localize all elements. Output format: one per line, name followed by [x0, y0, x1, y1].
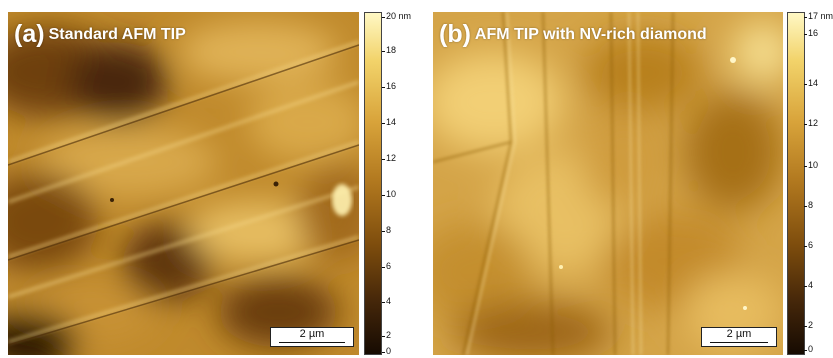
colorbar-a-tick: 8 [381, 225, 392, 235]
afm-height-map-b [433, 12, 783, 355]
colorbar-b-tick: 12 [803, 118, 819, 128]
height-colorbar-b [787, 12, 805, 355]
panel-title-b: AFM TIP with NV-rich diamond [474, 25, 707, 43]
colorbar-a-tick: 0 [381, 346, 392, 356]
panel-letter-b: (b) [439, 20, 471, 48]
afm-image-panel-b: (b) AFM TIP with NV-rich diamond 2 µm [433, 12, 783, 355]
colorbar-a-tick: 10 [381, 189, 397, 199]
afm-image-panel-a: (a) Standard AFM TIP 2 µm [8, 12, 359, 355]
colorbar-b-tick: 8 [803, 200, 814, 210]
colorbar-a-tick: 18 [381, 45, 397, 55]
colorbar-a-tick: 2 [381, 330, 392, 340]
colorbar-a-tick: 14 [381, 117, 397, 127]
colorbar-b-tick: 6 [803, 240, 814, 250]
scale-bar-label-b: 2 µm [726, 328, 752, 340]
scale-bar-line-b [710, 342, 768, 343]
panel-label-a: (a) Standard AFM TIP [14, 20, 186, 49]
scale-bar-a: 2 µm [270, 327, 354, 347]
colorbar-b-tick: 10 [803, 160, 819, 170]
colorbar-a-tick: 12 [381, 153, 397, 163]
panel-title-a: Standard AFM TIP [48, 25, 186, 43]
colorbar-a-tick: 16 [381, 81, 397, 91]
scale-bar-label-a: 2 µm [299, 328, 325, 340]
colorbar-b-tick: 4 [803, 280, 814, 290]
height-colorbar-a [364, 12, 382, 355]
colorbar-a-tick: 4 [381, 296, 392, 306]
scale-bar-line-a [279, 342, 345, 343]
colorbar-b-tick: 16 [803, 28, 819, 38]
colorbar-b-tick: 0 [803, 344, 814, 354]
colorbar-b-tick: 14 [803, 78, 819, 88]
colorbar-b-max-label: 17 nm [803, 11, 833, 21]
scale-bar-b: 2 µm [701, 327, 777, 347]
colorbar-a-max-label: 20 nm [381, 11, 412, 21]
panel-letter-a: (a) [14, 20, 45, 48]
colorbar-b-tick: 2 [803, 320, 814, 330]
afm-height-map-a [8, 12, 359, 355]
panel-label-b: (b) AFM TIP with NV-rich diamond [439, 20, 707, 49]
colorbar-a-tick: 6 [381, 261, 392, 271]
